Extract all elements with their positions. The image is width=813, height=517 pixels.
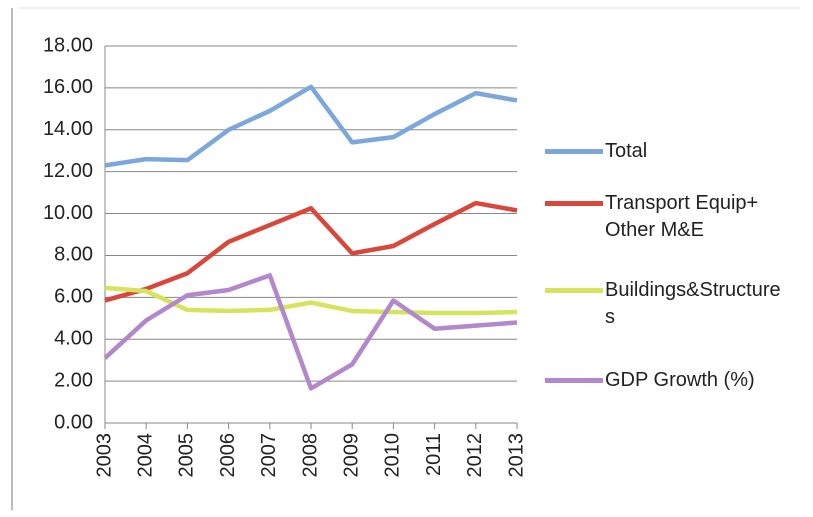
x-tick-label: 2008 — [299, 433, 321, 478]
y-tick-label: 16.00 — [43, 76, 93, 98]
y-tick-label: 10.00 — [43, 202, 93, 224]
y-tick-label: 14.00 — [43, 118, 93, 140]
legend-swatch — [545, 201, 603, 206]
legend-label: Transport Equip+ Other M&E — [605, 192, 759, 241]
x-tick-label: 2004 — [134, 433, 156, 478]
x-tick-label: 2009 — [340, 433, 362, 478]
y-tick-label: 8.00 — [54, 244, 93, 266]
y-tick-label: 6.00 — [54, 286, 93, 308]
legend-swatch — [545, 288, 603, 293]
legend-swatch — [545, 149, 603, 154]
x-tick-label: 2012 — [464, 433, 486, 478]
x-tick-label: 2010 — [382, 433, 404, 478]
legend-label: Buildings&Structures — [605, 279, 781, 328]
x-tick-label: 2005 — [176, 433, 198, 478]
legend-item: Buildings&Structures — [545, 277, 785, 331]
legend-swatch — [545, 378, 603, 383]
legend-label: Total — [605, 140, 648, 162]
series-line — [104, 200, 518, 303]
x-tick-label: 2013 — [505, 433, 527, 478]
x-tick-label: 2006 — [217, 433, 239, 478]
legend-item: GDP Growth (%) — [545, 367, 785, 394]
x-tick-label: 2007 — [258, 433, 280, 478]
legend-item: Total — [545, 138, 785, 165]
y-tick-label: 18.00 — [43, 34, 93, 56]
y-tick-label: 2.00 — [54, 369, 93, 391]
legend-label: GDP Growth (%) — [605, 369, 755, 391]
x-tick-label: 2003 — [93, 433, 115, 478]
series-line — [104, 84, 518, 168]
legend-item: Transport Equip+ Other M&E — [545, 190, 785, 244]
y-tick-label: 12.00 — [43, 160, 93, 182]
y-tick-label: 4.00 — [54, 328, 93, 350]
series-line — [103, 273, 518, 391]
x-tick-label: 2011 — [423, 433, 445, 476]
y-tick-label: 0.00 — [54, 411, 93, 433]
